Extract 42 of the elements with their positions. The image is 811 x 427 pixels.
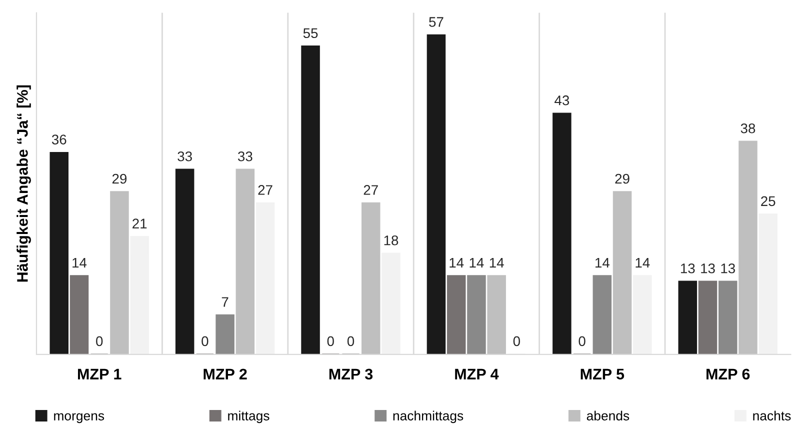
legend-label: nachmittags (393, 410, 464, 424)
data-label: 27 (258, 185, 272, 195)
x-tick-label: MZP 2 (204, 368, 247, 380)
data-label: 14 (636, 258, 650, 268)
y-axis-title: Häufigkeit Angabe “Ja“ [%] (16, 85, 31, 282)
data-label: 29 (112, 174, 127, 184)
data-label: 0 (578, 336, 586, 346)
data-label: 7 (222, 297, 228, 307)
data-label: 33 (178, 151, 192, 162)
data-label: 0 (327, 336, 334, 346)
legend-label: abends (586, 410, 630, 420)
data-label: 13 (680, 263, 695, 274)
data-label: 25 (761, 196, 776, 206)
data-label: 0 (347, 336, 354, 346)
legend-label: morgens (54, 413, 104, 424)
x-tick-label: MZP 1 (78, 368, 122, 380)
data-label: 27 (364, 185, 378, 195)
x-tick-label: MZP 6 (706, 368, 750, 380)
data-label: 14 (470, 258, 484, 268)
data-label: 29 (615, 174, 630, 184)
x-tick-label: MZP 4 (455, 368, 499, 380)
data-label: 21 (132, 218, 147, 228)
data-label: 43 (554, 95, 570, 106)
data-label: 14 (490, 258, 504, 268)
x-tick-label: MZP 5 (580, 368, 624, 380)
data-label: 33 (238, 151, 252, 162)
data-label: 55 (303, 28, 318, 38)
data-label: 0 (96, 336, 103, 346)
data-label: 57 (429, 17, 444, 27)
data-label: 14 (450, 258, 464, 268)
data-label: 13 (701, 263, 715, 274)
legend-label: mittags (228, 410, 270, 424)
data-label: 0 (513, 336, 520, 346)
data-label: 18 (384, 235, 398, 246)
data-label: 36 (52, 134, 66, 144)
data-label: 0 (202, 336, 208, 346)
data-label: 13 (721, 263, 735, 274)
data-label: 14 (596, 258, 610, 268)
x-tick-label: MZP 3 (329, 368, 373, 380)
legend-label: nachts (753, 410, 791, 420)
data-label: 14 (72, 258, 87, 268)
data-label: 38 (740, 123, 756, 134)
